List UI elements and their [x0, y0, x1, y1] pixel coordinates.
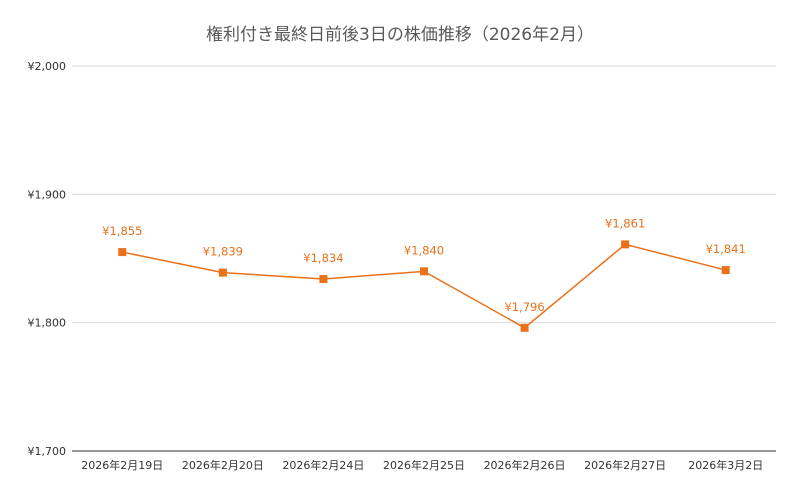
data-point [721, 266, 730, 275]
data-label: ¥1,861 [605, 216, 645, 230]
data-point [621, 240, 630, 249]
data-label: ¥1,839 [203, 245, 243, 259]
data-point [420, 267, 428, 276]
y-tick-label: ¥1,800 [28, 317, 67, 330]
x-tick-label: 2026年3月2日 [688, 458, 763, 472]
x-tick-label: 2026年2月20日 [182, 458, 264, 472]
data-point [218, 268, 227, 277]
x-tick-label: 2026年2月19日 [81, 458, 163, 472]
data-point [319, 275, 328, 284]
chart-title: 権利付き最終日前後3日の株価推移（2026年2月） [206, 25, 594, 45]
data-label: ¥1,840 [404, 243, 444, 257]
y-tick-label: ¥2,000 [28, 60, 67, 73]
data-point [520, 323, 529, 332]
y-tick-label: ¥1,700 [28, 445, 67, 458]
data-label: ¥1,834 [303, 251, 343, 265]
y-tick-label: ¥1,900 [28, 188, 67, 201]
data-label: ¥1,855 [102, 224, 142, 238]
data-point [118, 248, 127, 257]
x-tick-label: 2026年2月26日 [484, 458, 566, 472]
data-label: ¥1,796 [504, 300, 544, 314]
x-tick-label: 2026年2月25日 [383, 458, 465, 472]
x-tick-label: 2026年2月24日 [282, 458, 364, 472]
data-label: ¥1,841 [706, 242, 746, 256]
x-tick-label: 2026年2月27日 [584, 458, 666, 472]
